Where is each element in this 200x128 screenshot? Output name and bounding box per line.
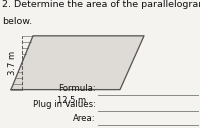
- Text: 2. Determine the area of the parallelogram: 2. Determine the area of the parallelogr…: [2, 0, 200, 9]
- Text: Area:: Area:: [73, 114, 96, 123]
- Text: below.: below.: [2, 17, 32, 26]
- Text: Plug in Values:: Plug in Values:: [33, 100, 96, 109]
- Polygon shape: [11, 36, 144, 90]
- Text: 3.7 m: 3.7 m: [8, 51, 17, 75]
- Text: 12.5 m: 12.5 m: [57, 96, 86, 105]
- Text: Formula:: Formula:: [58, 84, 96, 93]
